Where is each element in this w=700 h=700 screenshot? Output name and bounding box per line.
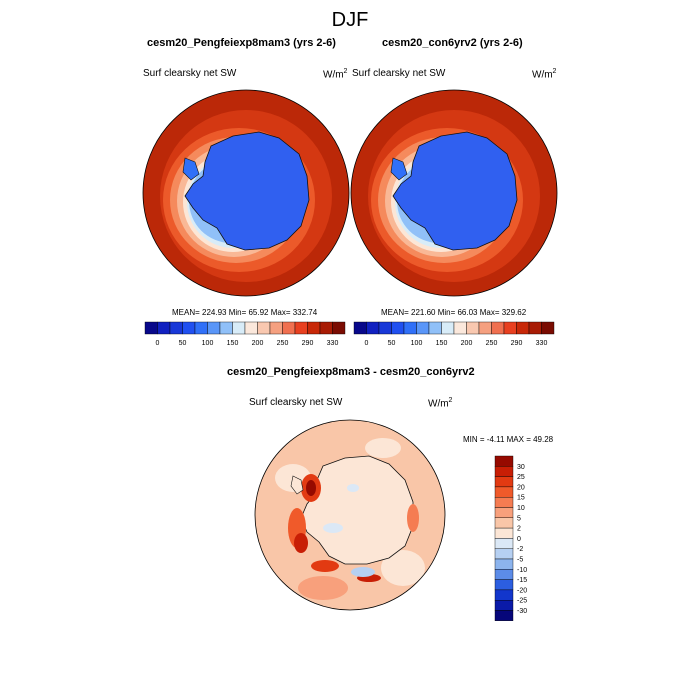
stats-difference: MIN = -4.11 MAX = 49.28 <box>463 435 554 444</box>
colorbar-tick-label: 30 <box>517 464 525 471</box>
colorbar-swatch <box>491 321 505 335</box>
units-label-right: W/m2 <box>532 68 557 81</box>
colorbar-swatch <box>378 321 392 335</box>
colorbar-swatch <box>157 321 171 335</box>
colorbar-swatch <box>494 466 514 477</box>
colorbar-tick-label: 0 <box>365 340 369 347</box>
colorbar-swatch <box>353 321 367 335</box>
polar-map-experiment <box>142 89 350 297</box>
colorbar-swatch <box>494 527 514 539</box>
colorbar-tick-label: -10 <box>517 567 527 574</box>
colorbar-tick-label: 20 <box>517 484 525 491</box>
colorbar-swatch <box>494 476 514 488</box>
colorbar-tick-label: -20 <box>517 587 527 594</box>
colorbar-tick-label: -15 <box>517 577 527 584</box>
colorbar-tick-label: 250 <box>486 340 498 347</box>
panel-title-right: cesm20_con6yrv2 (yrs 2-6) <box>382 37 523 49</box>
stats-right: MEAN= 221.60 Min= 66.03 Max= 329.62 <box>381 308 527 317</box>
stats-left: MEAN= 224.93 Min= 65.92 Max= 332.74 <box>172 308 318 317</box>
colorbar-tick-label: 15 <box>517 495 525 502</box>
colorbar-tick-label: -30 <box>517 608 527 615</box>
units-label-difference: W/m2 <box>428 397 453 410</box>
colorbar-tick-label: 0 <box>517 536 521 543</box>
colorbar-swatch <box>494 579 514 591</box>
colorbar-swatch <box>494 486 514 498</box>
colorbar-swatch <box>441 321 455 335</box>
colorbar-swatch <box>494 599 514 611</box>
colorbar-swatch <box>516 321 530 335</box>
colorbar-swatch <box>294 321 308 335</box>
colorbar-swatch <box>257 321 271 335</box>
colorbar-swatch <box>494 517 514 529</box>
colorbar-tick-label: 100 <box>202 340 214 347</box>
colorbar-swatch <box>391 321 405 335</box>
colorbar-swatch <box>494 569 514 580</box>
colorbar-tick-label: 25 <box>517 474 525 481</box>
colorbar-tick-label: 5 <box>517 515 521 522</box>
colorbar-swatch <box>494 507 514 519</box>
colorbar-tick-label: 50 <box>179 340 187 347</box>
colorbar-tick-label: -2 <box>517 546 523 553</box>
variable-label-left: Surf clearsky net SW <box>143 68 237 79</box>
colorbar-swatch <box>494 538 514 549</box>
colorbar-swatch <box>207 321 221 335</box>
colorbar-tick-label: 330 <box>327 340 339 347</box>
colorbar-swatch <box>269 321 283 335</box>
colorbar-tick-label: 290 <box>511 340 523 347</box>
colorbar-tick-label: 10 <box>517 505 525 512</box>
colorbar-swatch <box>403 321 417 335</box>
colorbar-swatch <box>494 558 514 570</box>
colorbar-tick-label: 250 <box>277 340 289 347</box>
colorbar-swatch <box>282 321 296 335</box>
colorbar-swatch <box>541 321 555 335</box>
colorbar-tick-label: -25 <box>517 598 527 605</box>
colorbar-swatch <box>503 321 517 335</box>
colorbar-swatch <box>494 589 514 601</box>
colorbar-swatch <box>232 321 246 335</box>
colorbar-tick-label: 100 <box>411 340 423 347</box>
colorbar-swatch <box>428 321 442 335</box>
colorbar-tick-label: 0 <box>156 340 160 347</box>
colorbar-tick-label: 2 <box>517 526 521 533</box>
colorbar-swatch <box>416 321 430 335</box>
figure-title: DJF <box>331 9 369 31</box>
colorbar-tick-label: 330 <box>536 340 548 347</box>
colorbar-swatch <box>366 321 380 335</box>
colorbar-right: 0 50 100 150 200 250 290 330 <box>353 321 555 347</box>
colorbar-swatch <box>182 321 196 335</box>
colorbar-swatch <box>169 321 183 335</box>
colorbar-swatch <box>453 321 467 335</box>
colorbar-tick-label: 150 <box>227 340 239 347</box>
colorbar-tick-label: 200 <box>461 340 473 347</box>
colorbar-swatch <box>194 321 208 335</box>
colorbar-swatch <box>307 321 321 335</box>
colorbar-left: 0 50 100 150 200 250 290 330 <box>144 321 346 347</box>
variable-label-difference: Surf clearsky net SW <box>249 397 343 408</box>
colorbar-tick-label: 50 <box>388 340 396 347</box>
colorbar-swatch <box>332 321 346 335</box>
colorbar-tick-label: 290 <box>302 340 314 347</box>
colorbar-swatch <box>494 497 514 508</box>
colorbar-swatch <box>319 321 333 335</box>
colorbar-tick-label: -5 <box>517 557 523 564</box>
colorbar-swatch <box>144 321 158 335</box>
colorbar-swatch <box>494 548 514 560</box>
colorbar-swatch <box>466 321 480 335</box>
colorbar-swatch <box>528 321 542 335</box>
colorbar-tick-label: 200 <box>252 340 264 347</box>
colorbar-tick-label: 150 <box>436 340 448 347</box>
colorbar-swatch <box>494 610 514 622</box>
panel-title-difference: cesm20_Pengfeiexp8mam3 - cesm20_con6yrv2 <box>227 366 475 378</box>
colorbar-swatch <box>219 321 233 335</box>
colorbar-swatch <box>494 455 514 467</box>
colorbar-swatch <box>478 321 492 335</box>
panel-title-left: cesm20_Pengfeiexp8mam3 (yrs 2-6) <box>147 37 336 49</box>
polar-map-difference <box>254 419 446 611</box>
variable-label-right: Surf clearsky net SW <box>352 68 446 79</box>
units-label-left: W/m2 <box>323 68 348 81</box>
polar-map-control <box>350 89 558 297</box>
colorbar-swatch <box>244 321 258 335</box>
